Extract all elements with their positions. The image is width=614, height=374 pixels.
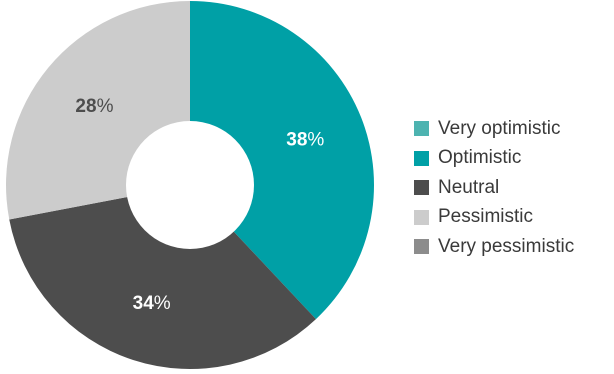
legend-item-very-pessimistic: Very pessimistic <box>414 232 574 262</box>
legend-item-optimistic: Optimistic <box>414 144 574 174</box>
slice-label-pessimistic: 28% <box>75 95 113 116</box>
legend-swatch <box>414 150 429 166</box>
slice-label-neutral: 34% <box>133 292 171 313</box>
slice-labels: 38%34%28% <box>75 95 324 313</box>
legend-label: Optimistic <box>438 147 522 169</box>
legend-swatch <box>414 121 429 137</box>
legend-swatch <box>414 209 429 225</box>
slice-label-unit: % <box>97 95 114 116</box>
slice-label-value: 28 <box>75 95 96 116</box>
slice-neutral <box>9 185 316 369</box>
legend-item-neutral: Neutral <box>414 173 574 203</box>
legend-label: Neutral <box>438 176 500 198</box>
legend-label: Pessimistic <box>438 206 534 228</box>
slice-optimistic <box>190 1 374 320</box>
slice-label-value: 38 <box>286 129 307 150</box>
donut-hole <box>126 121 254 249</box>
slice-label-unit: % <box>154 292 171 313</box>
legend-item-very-optimistic: Very optimistic <box>414 114 574 144</box>
legend-swatch <box>414 239 429 255</box>
legend-label: Very optimistic <box>438 117 561 139</box>
slice-label-unit: % <box>307 129 324 150</box>
legend-swatch <box>414 180 429 196</box>
legend-label: Very pessimistic <box>438 235 575 257</box>
slice-label-value: 34 <box>133 292 155 313</box>
legend-item-pessimistic: Pessimistic <box>414 203 574 233</box>
legend: Very optimistic Optimistic Neutral Pessimis… <box>414 114 574 262</box>
slice-label-optimistic: 38% <box>286 129 324 150</box>
